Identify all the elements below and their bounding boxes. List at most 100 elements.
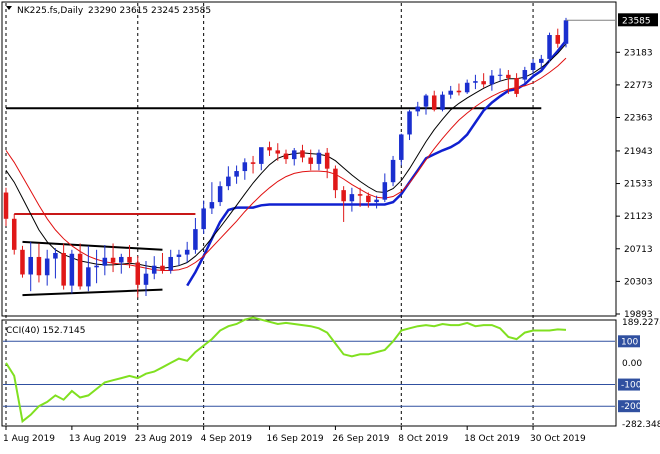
candle-body <box>209 202 215 209</box>
price-tick-label: 22773 <box>624 81 653 91</box>
candle-body <box>226 176 231 187</box>
candle-body <box>366 195 371 203</box>
price-tick-label: 23183 <box>624 48 653 58</box>
cci-header-label: CCI(40) 152.7145 <box>6 326 86 336</box>
cci-y-ticks: 189.2278 100 0.00 -100 -200 -282.348 <box>618 318 660 430</box>
candle-body <box>119 256 124 263</box>
candle-body <box>382 182 388 200</box>
candle-body <box>217 186 223 203</box>
price-y-ticks: 23183 22773 22363 21943 21533 21123 20713 20303… <box>566 13 658 320</box>
candle-body <box>497 74 503 76</box>
x-tick-label: 4 Sep 2019 <box>201 434 253 444</box>
current-price-label: 23585 <box>622 16 651 26</box>
candle-body <box>506 74 511 78</box>
x-tick-label: 18 Oct 2019 <box>464 434 520 444</box>
candle-body <box>201 208 206 230</box>
cci-tick-label: 0.00 <box>622 359 642 369</box>
candle-body <box>86 267 91 287</box>
price-tick-label: 20713 <box>624 245 653 255</box>
cci-tick-label: -200 <box>621 402 642 412</box>
candle-body <box>259 147 264 164</box>
cci-tick-label: -100 <box>621 381 642 391</box>
candle-body <box>127 256 132 263</box>
candle-body <box>300 150 305 158</box>
candle-body <box>184 249 190 255</box>
price-tick-label: 20303 <box>624 277 653 287</box>
candle-body <box>308 157 313 164</box>
x-tick-label: 30 Oct 2019 <box>530 434 586 444</box>
candle-body <box>415 106 421 112</box>
header: NK225.fs,Daily 23290 23615 23245 23585 <box>6 6 211 16</box>
cci-panel-frame <box>1 319 617 427</box>
candle-body <box>349 194 355 202</box>
cci-level-box <box>618 378 640 391</box>
cci-levels <box>3 340 615 407</box>
candle-body <box>291 150 297 160</box>
candle-body <box>11 218 17 250</box>
candle-body <box>94 265 99 268</box>
candle-body <box>44 258 50 276</box>
cci-level-box <box>618 335 640 348</box>
cci-tick-label: 100 <box>621 337 638 347</box>
candle-body <box>316 152 322 164</box>
candle-body <box>61 252 66 286</box>
candle-body <box>28 256 33 275</box>
current-price-box <box>618 13 658 27</box>
candle-body <box>267 147 272 151</box>
candle-body <box>151 265 157 274</box>
candle-body <box>440 94 445 110</box>
ma-slow-line <box>5 57 567 271</box>
x-tick-label: 13 Aug 2019 <box>69 434 127 444</box>
price-tick-label: 22363 <box>624 114 653 124</box>
candle-body <box>464 82 470 93</box>
candle-body <box>431 95 437 110</box>
candle-body <box>390 159 396 183</box>
price-tick-label: 21943 <box>624 147 653 157</box>
x-tick-label: 26 Sep 2019 <box>332 434 389 444</box>
candle-body <box>407 111 412 135</box>
dropdown-triangle-icon[interactable] <box>6 6 12 10</box>
candle-body <box>357 194 363 196</box>
symbol-label: NK225.fs,Daily <box>17 6 84 16</box>
candle-body <box>250 162 256 164</box>
cci-tick-label: -282.348 <box>622 420 660 430</box>
price-panel-frame <box>1 1 617 317</box>
candle-body <box>110 257 116 263</box>
candle-body <box>283 153 289 160</box>
x-tick-label: 23 Aug 2019 <box>135 434 193 444</box>
x-ticks: 1 Aug 2019 13 Aug 2019 23 Aug 2019 4 Sep 20… <box>3 426 586 444</box>
candle-body <box>135 262 141 285</box>
candle-body <box>563 20 569 44</box>
candle-body <box>399 134 404 160</box>
candle-body <box>324 152 330 169</box>
candle-body <box>193 229 198 250</box>
candle-body <box>530 62 536 71</box>
candle-body <box>448 90 453 95</box>
candle-body <box>176 254 182 257</box>
candle-body <box>168 256 173 271</box>
candle-body <box>547 35 552 59</box>
trendlines <box>6 107 542 297</box>
cci-level-box <box>618 400 640 413</box>
price-tick-label: 19893 <box>624 310 653 320</box>
price-tick-label: 21123 <box>624 212 653 222</box>
trendline <box>22 288 163 297</box>
candle-body <box>333 168 338 191</box>
candle-body <box>36 256 42 276</box>
x-tick-label: 1 Aug 2019 <box>3 434 55 444</box>
candle-body <box>20 249 25 275</box>
price-tick-label: 21533 <box>624 180 653 190</box>
x-tick-label: 16 Sep 2019 <box>267 434 324 444</box>
candle-body <box>160 265 165 271</box>
candle-body <box>555 35 561 44</box>
trendline <box>22 240 163 251</box>
candle-body <box>473 81 478 83</box>
candle-body <box>489 75 495 85</box>
candle-body <box>143 273 149 285</box>
candle-body <box>69 253 75 286</box>
candle-body <box>234 171 239 177</box>
candle-body <box>539 58 544 63</box>
candles <box>3 17 569 298</box>
